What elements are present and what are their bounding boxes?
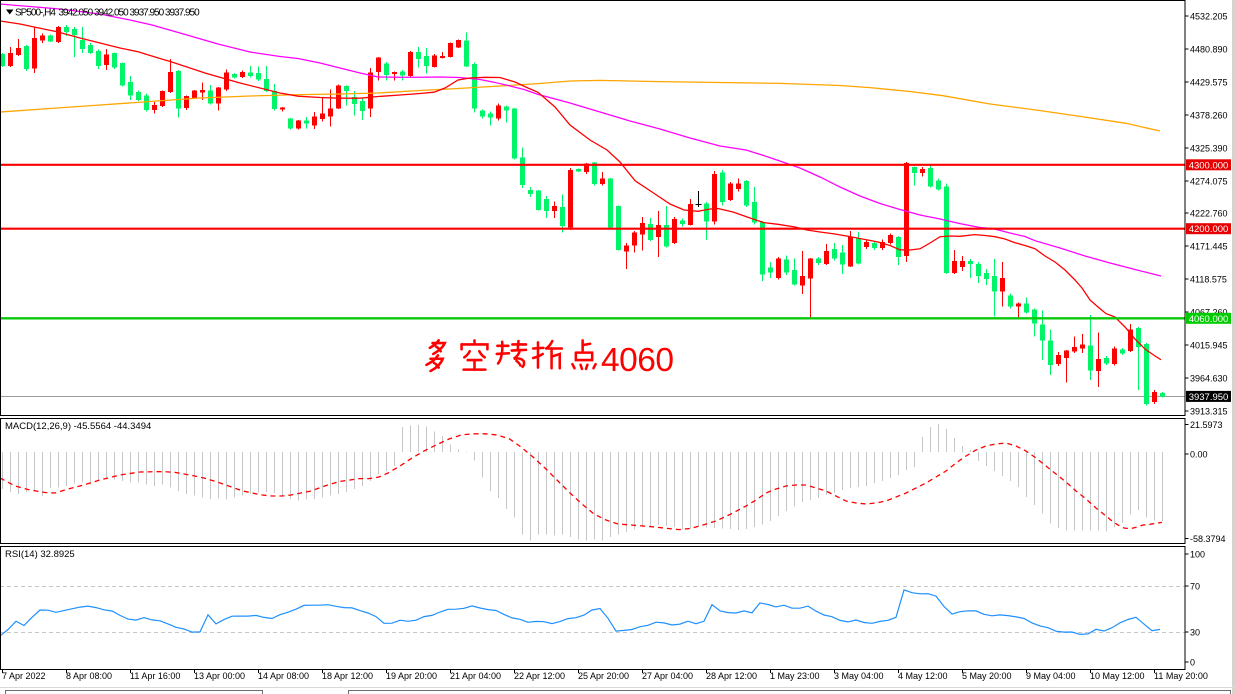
- svg-text:11 May 20:00: 11 May 20:00: [1154, 671, 1208, 681]
- svg-text:4015.945: 4015.945: [1190, 341, 1228, 351]
- svg-text:100: 100: [1190, 550, 1205, 560]
- svg-text:18 Apr 12:00: 18 Apr 12:00: [322, 671, 373, 681]
- svg-text:7 Apr 2022: 7 Apr 2022: [2, 671, 46, 681]
- svg-text:14 Apr 08:00: 14 Apr 08:00: [258, 671, 309, 681]
- svg-text:4060.000: 4060.000: [1189, 314, 1229, 325]
- svg-text:-58.3794: -58.3794: [1190, 534, 1226, 544]
- svg-text:4118.575: 4118.575: [1190, 275, 1227, 285]
- svg-text:1 May 23:00: 1 May 23:00: [770, 671, 820, 681]
- svg-text:5 May 20:00: 5 May 20:00: [962, 671, 1012, 681]
- svg-text:MACD(12,26,9) -45.5564 -44.349: MACD(12,26,9) -45.5564 -44.3494: [5, 421, 151, 432]
- svg-text:22 Apr 12:00: 22 Apr 12:00: [514, 671, 565, 681]
- svg-text:27 Apr 04:00: 27 Apr 04:00: [642, 671, 693, 681]
- svg-text:4200.000: 4200.000: [1189, 224, 1229, 235]
- svg-text:4067.260: 4067.260: [1190, 308, 1228, 318]
- svg-text:21 Apr 04:00: 21 Apr 04:00: [450, 671, 501, 681]
- svg-text:9 May 04:00: 9 May 04:00: [1026, 671, 1076, 681]
- svg-text:8 Apr 08:00: 8 Apr 08:00: [66, 671, 112, 681]
- svg-text:3 May 04:00: 3 May 04:00: [834, 671, 884, 681]
- svg-text:0: 0: [1190, 657, 1195, 667]
- svg-text:4171.445: 4171.445: [1190, 242, 1228, 252]
- svg-text:21.5973: 21.5973: [1190, 420, 1223, 430]
- svg-text:70: 70: [1190, 582, 1200, 592]
- svg-text:25 Apr 20:00: 25 Apr 20:00: [578, 671, 629, 681]
- svg-text:0.00: 0.00: [1190, 450, 1208, 460]
- svg-text:19 Apr 20:00: 19 Apr 20:00: [386, 671, 437, 681]
- svg-text:3937.950: 3937.950: [1189, 392, 1229, 403]
- svg-text:4532.205: 4532.205: [1190, 12, 1228, 22]
- svg-text:3964.630: 3964.630: [1190, 374, 1228, 384]
- svg-text:4274.075: 4274.075: [1190, 177, 1228, 187]
- svg-text:4 May 12:00: 4 May 12:00: [898, 671, 948, 681]
- svg-text:4480.890: 4480.890: [1190, 45, 1228, 55]
- svg-text:13 Apr 00:00: 13 Apr 00:00: [194, 671, 245, 681]
- svg-text:SP500-,H4 3942.050 3942.050 3: SP500-,H4 3942.050 3942.050 3937.950 393…: [15, 8, 200, 19]
- svg-text:4060: 4060: [601, 342, 674, 379]
- svg-text:3913.315: 3913.315: [1190, 407, 1228, 417]
- svg-text:4429.575: 4429.575: [1190, 78, 1228, 88]
- svg-text:28 Apr 12:00: 28 Apr 12:00: [706, 671, 757, 681]
- svg-text:10 May 12:00: 10 May 12:00: [1090, 671, 1145, 681]
- svg-text:4300.000: 4300.000: [1189, 160, 1229, 171]
- svg-text:11 Apr 16:00: 11 Apr 16:00: [130, 671, 180, 681]
- svg-text:4325.390: 4325.390: [1190, 144, 1228, 154]
- svg-text:4222.760: 4222.760: [1190, 209, 1228, 219]
- svg-text:RSI(14) 32.8925: RSI(14) 32.8925: [5, 549, 75, 560]
- svg-text:4378.260: 4378.260: [1190, 111, 1228, 121]
- svg-text:30: 30: [1190, 628, 1200, 638]
